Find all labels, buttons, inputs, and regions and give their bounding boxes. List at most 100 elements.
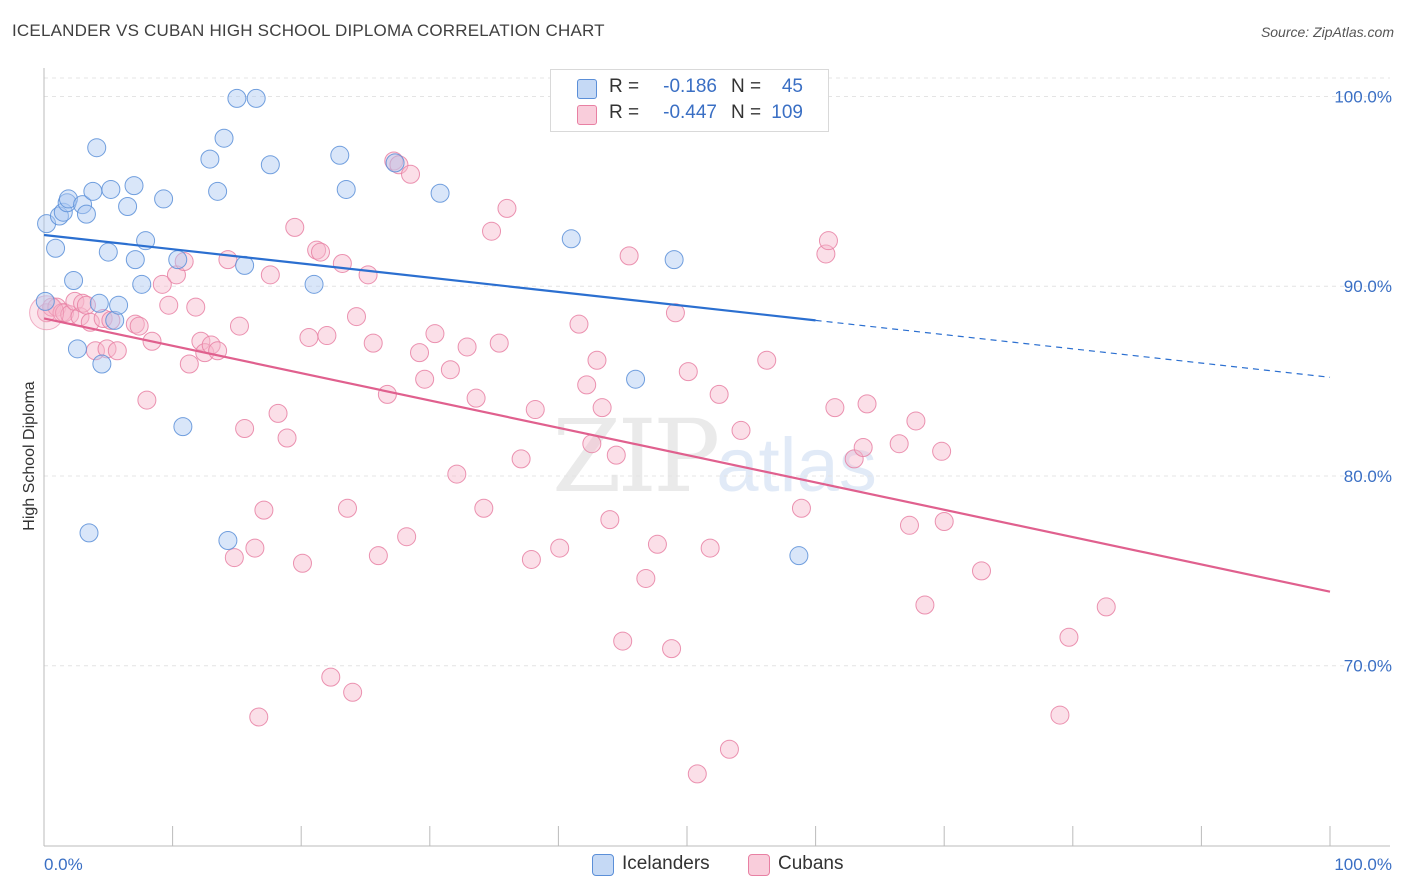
legend-row-icelanders: R = -0.186 N = 45	[551, 75, 828, 101]
cubans-point	[377, 384, 397, 404]
cubans-point	[457, 337, 477, 357]
legend-swatch-icelanders	[577, 79, 597, 99]
cubans-point	[906, 411, 926, 431]
icelanders-point	[664, 250, 684, 270]
cubans-point	[525, 400, 545, 420]
cubans-point	[600, 510, 620, 530]
legend-swatch-icelanders	[592, 854, 614, 876]
trend-lines	[43, 233, 1331, 593]
icelanders-point	[101, 179, 121, 199]
cubans-point	[899, 515, 919, 535]
cubans-point	[857, 394, 877, 414]
icelanders-point	[89, 293, 109, 313]
cubans-point	[1096, 597, 1116, 617]
cubans-point	[577, 375, 597, 395]
cubans-point	[550, 538, 570, 558]
icelanders-trend-extension	[815, 319, 1331, 378]
y-tick-label: 90.0%	[1344, 277, 1392, 296]
cubans-point	[497, 198, 517, 218]
series-legend: Icelanders Cubans	[0, 852, 1406, 878]
cubans-point	[636, 568, 656, 588]
cubans-point	[107, 341, 127, 361]
cubans-point	[254, 500, 274, 520]
icelanders-points	[35, 88, 809, 566]
cubans-point	[285, 217, 305, 237]
cubans-point	[587, 350, 607, 370]
legend-n-value: 45	[781, 76, 803, 97]
cubans-point	[709, 384, 729, 404]
icelanders-point	[109, 295, 129, 315]
cubans-point	[521, 549, 541, 569]
cubans-point	[818, 231, 838, 251]
y-tick-label: 80.0%	[1344, 467, 1392, 486]
cubans-point	[613, 631, 633, 651]
icelanders-point	[330, 145, 350, 165]
icelanders-point	[98, 242, 118, 262]
cubans-point	[971, 561, 991, 581]
cubans-point	[415, 369, 435, 389]
legend-r-label: R =	[609, 76, 640, 97]
x-ticks	[43, 826, 1331, 846]
cubans-point	[757, 350, 777, 370]
icelanders-point	[214, 128, 234, 148]
cubans-point	[363, 333, 383, 353]
icelanders-point	[118, 197, 138, 217]
cubans-point	[292, 553, 312, 573]
y-tick-label: 100.0%	[1334, 87, 1392, 106]
icelanders-point	[46, 238, 66, 258]
cubans-point	[218, 250, 238, 270]
cubans-point	[932, 441, 952, 461]
cubans-point	[731, 420, 751, 440]
cubans-point	[249, 707, 269, 727]
cubans-point	[229, 316, 249, 336]
cubans-point	[447, 464, 467, 484]
cubans-point	[337, 498, 357, 518]
y-tick-labels: 70.0% 80.0% 90.0% 100.0%	[1334, 87, 1392, 675]
icelanders-point	[626, 369, 646, 389]
y-axis-label: High School Diploma	[21, 381, 38, 531]
icelanders-point	[79, 523, 99, 543]
x-tick-label-min: 0.0%	[44, 855, 83, 874]
cubans-point	[224, 548, 244, 568]
cubans-point	[186, 297, 206, 317]
cubans-point	[825, 398, 845, 418]
icelanders-point	[35, 291, 55, 311]
icelanders-point	[64, 271, 84, 291]
cubans-point	[482, 221, 502, 241]
cubans-point	[310, 242, 330, 262]
cubans-point	[592, 398, 612, 418]
cubans-point	[277, 428, 297, 448]
cubans-point	[343, 682, 363, 702]
chart-source: Source: ZipAtlas.com	[1260, 24, 1394, 40]
cubans-point	[719, 739, 739, 759]
cubans-point	[65, 291, 85, 311]
icelanders-point	[304, 274, 324, 294]
icelanders-point	[92, 354, 112, 374]
icelanders-point	[168, 250, 188, 270]
y-tick-label: 70.0%	[1344, 657, 1392, 676]
x-tick-label-max: 100.0%	[1334, 855, 1392, 874]
legend-swatch-cubans	[748, 854, 770, 876]
legend: R = -0.186 N = 45 R = -0.447 N = 109	[550, 69, 829, 132]
cubans-point	[662, 639, 682, 659]
cubans-point	[179, 354, 199, 374]
cubans-point	[260, 265, 280, 285]
cubans-point	[511, 449, 531, 469]
icelanders-point	[67, 339, 87, 359]
cubans-point	[425, 324, 445, 344]
cubans-point	[606, 445, 626, 465]
cubans-point	[889, 434, 909, 454]
legend-r-label: R =	[609, 102, 640, 123]
cubans-point	[791, 498, 811, 518]
icelanders-point	[200, 149, 220, 169]
legend-r-value: -0.447	[663, 102, 717, 123]
cubans-point	[346, 307, 366, 327]
gridlines	[44, 77, 1390, 667]
icelanders-point	[154, 189, 174, 209]
legend-swatch-cubans	[577, 105, 597, 125]
icelanders-point	[58, 189, 78, 209]
icelanders-point	[260, 155, 280, 175]
icelanders-point	[173, 417, 193, 437]
cubans-point	[191, 331, 211, 351]
